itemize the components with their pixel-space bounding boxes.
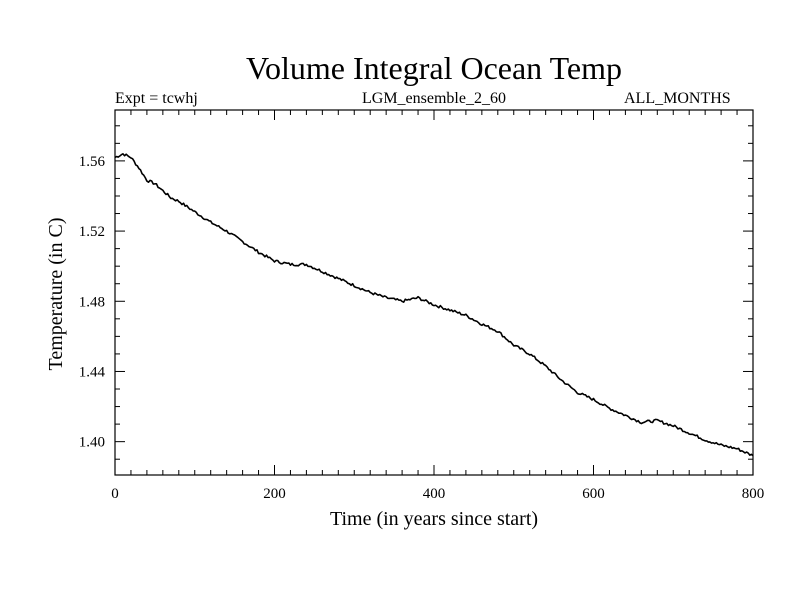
y-tick-label: 1.52: [79, 224, 105, 240]
ensemble-label: LGM_ensemble_2_60: [362, 90, 506, 107]
y-axis-label: Temperature (in C): [45, 218, 67, 371]
months-label: ALL_MONTHS: [624, 90, 731, 107]
x-tick-label: 200: [263, 486, 286, 502]
series-group: [114, 153, 754, 457]
chart-title: Volume Integral Ocean Temp: [245, 50, 622, 86]
x-tick-label: 400: [423, 486, 446, 502]
y-tick-label: 1.40: [79, 435, 105, 451]
x-tick-label: 0: [111, 486, 119, 502]
x-tick-label: 600: [582, 486, 605, 502]
y-tick-label: 1.44: [79, 364, 106, 380]
x-tick-label: 800: [742, 486, 765, 502]
y-tick-label: 1.48: [79, 294, 105, 310]
x-axis-label: Time (in years since start): [330, 508, 538, 530]
series-line: [114, 153, 754, 457]
y-tick-label: 1.56: [79, 154, 106, 170]
experiment-label: Expt = tcwhj: [115, 90, 198, 107]
axes: 0 200 400 600 800 1.40 1.44 1.48 1.52 1.56: [79, 109, 765, 502]
